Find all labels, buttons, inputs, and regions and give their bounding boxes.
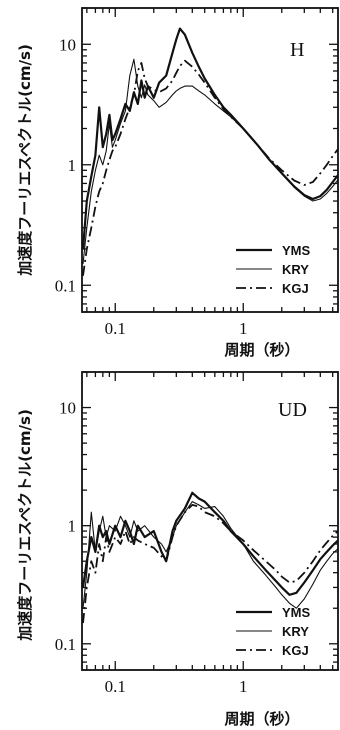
plot-frame xyxy=(81,7,339,313)
x-tick-label: 1 xyxy=(239,319,248,338)
legend-label-kry: KRY xyxy=(282,624,309,639)
x-tick-label: 1 xyxy=(239,677,248,696)
legend-label-kgj: KGJ xyxy=(282,643,309,658)
panel-label: H xyxy=(290,39,304,61)
series-line-yms xyxy=(82,491,338,596)
series-line-kry xyxy=(82,58,338,265)
x-tick-label: 0.1 xyxy=(105,677,126,696)
y-tick-label: 1 xyxy=(68,156,77,175)
y-tick-label: 1 xyxy=(68,517,77,536)
series-line-yms xyxy=(82,27,338,250)
chart-panel-ud: 0.1 1 0.1 1 10 UD YMS KRY KGJ 周期（秒） 加速度フーリエスペクトル(c… xyxy=(16,371,339,728)
y-tick-label: 0.1 xyxy=(55,276,76,295)
series-line-kgj xyxy=(82,504,338,624)
y-axis-label: 加速度フーリエスペクトル(cm/s) xyxy=(16,409,34,642)
legend-label-yms: YMS xyxy=(282,243,311,258)
y-tick-label: 10 xyxy=(59,35,76,54)
x-axis-label: 周期（秒） xyxy=(224,710,299,728)
legend-label-yms: YMS xyxy=(282,605,311,620)
legend: YMS KRY KGJ xyxy=(236,243,311,296)
legend-label-kgj: KGJ xyxy=(282,281,309,296)
y-tick-label: 0.1 xyxy=(55,635,76,654)
y-axis-label: 加速度フーリエスペクトル(cm/s) xyxy=(16,44,34,277)
legend-label-kry: KRY xyxy=(282,262,309,277)
series-line-kry xyxy=(82,501,338,609)
chart-panel-h: 0.1 1 0.1 1 10 H YMS KRY KGJ 周期（秒） 加速度フーリエスペクトル(cm… xyxy=(16,7,339,359)
x-axis-label: 周期（秒） xyxy=(224,341,299,359)
panel-label: UD xyxy=(278,399,307,421)
x-tick-label: 0.1 xyxy=(105,319,126,338)
y-tick-label: 10 xyxy=(59,399,76,418)
plot-frame xyxy=(81,371,339,671)
legend: YMS KRY KGJ xyxy=(236,605,311,658)
